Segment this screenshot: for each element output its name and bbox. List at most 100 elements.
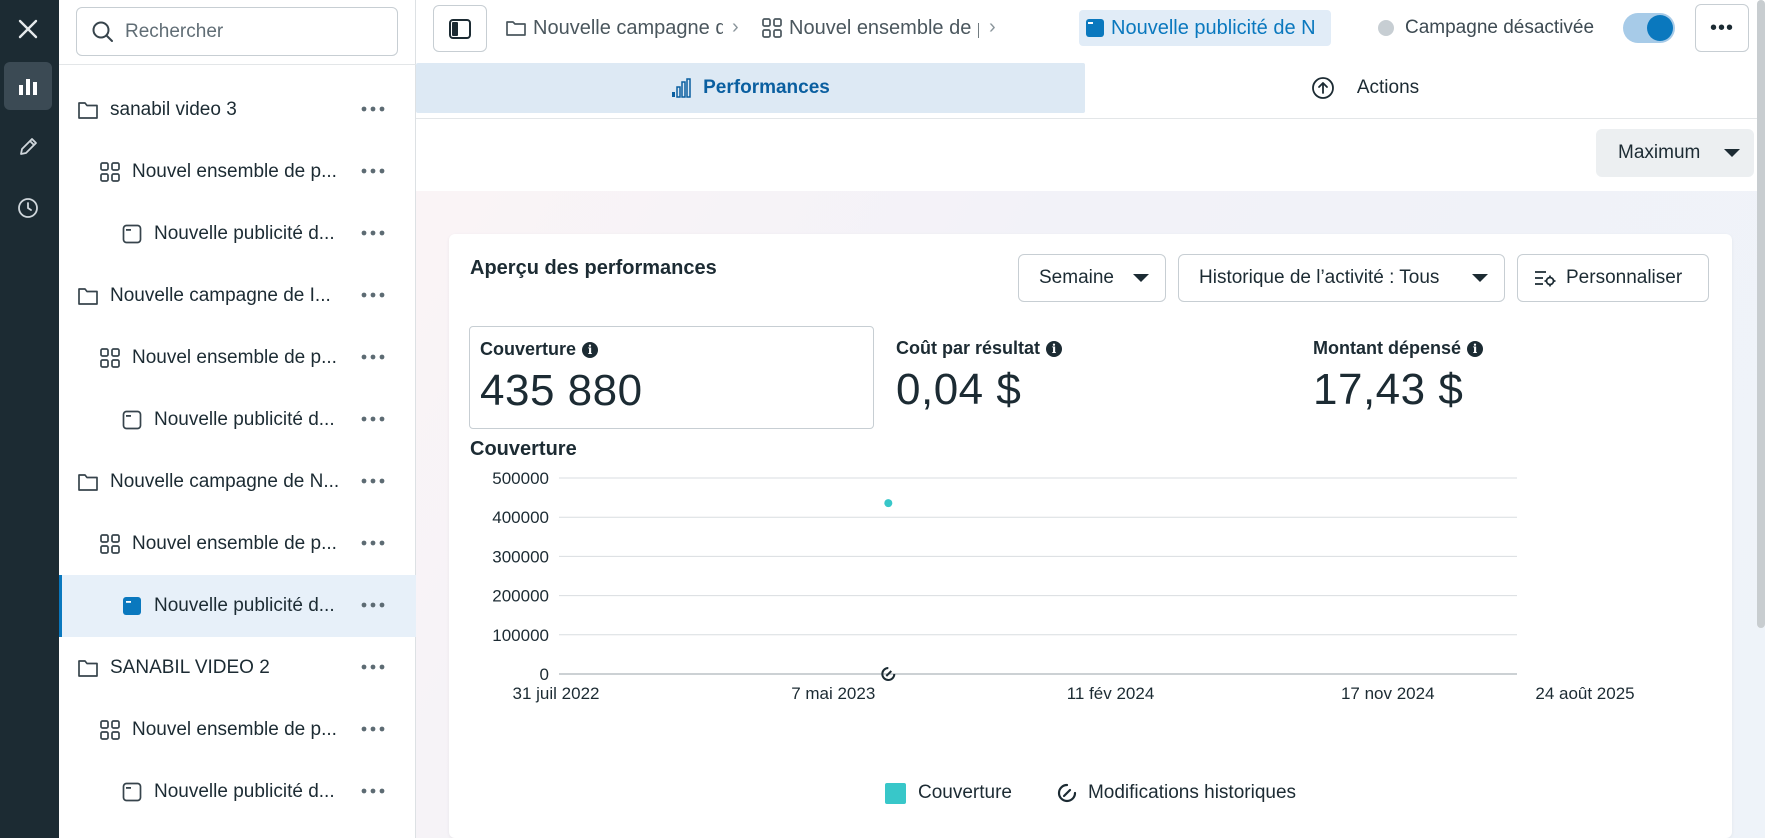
more-options-icon[interactable] [358,531,388,555]
campaign-toggle[interactable] [1623,13,1675,43]
more-options-button[interactable]: ••• [1695,4,1749,52]
metric-reach-value: 435 880 [480,366,643,415]
breadcrumb-ad[interactable]: Nouvelle publicité de N [1079,10,1331,46]
search-input[interactable]: Rechercher [76,7,398,56]
caret-down-icon [1724,149,1740,157]
close-button[interactable] [4,5,52,53]
tree-item-adset[interactable]: Nouvel ensemble de p... [59,699,416,761]
breadcrumb-adset[interactable]: Nouvel ensemble de pu [761,10,979,46]
card-title: Aperçu des performances [470,257,717,279]
more-options-icon[interactable] [358,469,388,493]
legend-item-reach[interactable]: Couverture [884,782,1012,804]
tab-performance-label: Performances [703,77,830,98]
x-tick-label: 17 nov 2024 [1341,684,1435,703]
tree-item-label: Nouvelle publicité d... [154,781,335,802]
legend-label: Couverture [917,782,1012,803]
toggle-panel-button[interactable] [433,5,487,52]
campaign-tree-panel: Rechercher sanabil video 3 Nouvel ensembl… [59,0,416,838]
history-marker [881,667,896,681]
metric-cost-value: 0,04 $ [896,365,1022,414]
data-point [884,499,893,508]
more-options-icon[interactable] [358,159,388,183]
pencil-icon [20,138,37,155]
metric-spent-label: Montant dépensé [1313,338,1462,358]
info-icon[interactable]: i [1046,340,1063,357]
customize-button[interactable]: Personnaliser [1517,254,1709,302]
ad-window-icon [120,780,144,804]
metric-reach[interactable]: Couverture i 435 880 [469,326,874,429]
more-options-icon[interactable] [358,779,388,803]
bar-chart-icon [19,79,37,95]
breadcrumb-campaign[interactable]: Nouvelle campagne de [505,10,723,46]
tree-item-label: SANABIL VIDEO 2 [110,657,270,678]
clock-icon [18,198,38,218]
tree-item-campaign[interactable]: sanabil video 3 [59,79,416,141]
tree-item-campaign[interactable]: Nouvelle campagne de I... [59,265,416,327]
info-icon[interactable]: i [582,341,599,358]
customize-label: Personnaliser [1566,267,1683,288]
tree-item-ad[interactable]: Nouvelle publicité d... [59,203,416,265]
tree-item-campaign[interactable]: Nouvelle campagne de N... [59,451,416,513]
rail-performance-button[interactable] [4,62,52,110]
more-options-icon[interactable] [358,655,388,679]
metric-amount-spent[interactable]: Montant dépensé i 17,43 $ [1303,326,1708,429]
grid-icon [98,532,122,556]
history-marker-icon [1056,782,1078,804]
campaign-status: Campagne désactivée [1405,17,1595,38]
folder-icon [505,18,527,38]
more-options-icon[interactable] [358,283,388,307]
y-tick-label: 300000 [492,547,549,566]
tree-item-ad[interactable]: Nouvelle publicité d... [59,389,416,451]
left-rail [0,0,59,838]
tab-actions[interactable]: Actions [1285,63,1445,113]
grid-icon [761,17,783,39]
breadcrumb-campaign-label: Nouvelle campagne de [533,16,723,39]
tree-item-ad[interactable]: Nouvelle publicité d... [59,761,416,823]
tree-item-ad[interactable]: Nouvelle publicité d... [59,575,416,637]
chart-legend: Couverture Modifications historiques [449,782,1732,804]
close-icon [18,19,38,39]
more-options-icon[interactable] [358,593,388,617]
breadcrumb-adset-label: Nouvel ensemble de pu [789,16,979,39]
more-options-icon[interactable] [358,97,388,121]
info-icon[interactable]: i [1467,340,1484,357]
tree-item-adset[interactable]: Nouvel ensemble de p... [59,327,416,389]
tree-item-adset[interactable]: Nouvel ensemble de p... [59,141,416,203]
folder-icon [76,656,100,680]
ad-window-icon [120,408,144,432]
rail-edit-button[interactable] [4,123,52,171]
top-bar: Nouvelle campagne de › Nouvel ensemble d… [416,0,1765,58]
more-icon: ••• [1709,16,1734,39]
rail-history-button[interactable] [4,184,52,232]
tree-item-label: sanabil video 3 [110,99,237,120]
x-tick-label: 7 mai 2023 [791,684,875,703]
y-tick-label: 500000 [492,469,549,488]
customize-settings-icon [1534,268,1556,288]
main-content: Maximum Aperçu des performances Semaine … [416,119,1765,838]
more-options-icon[interactable] [358,345,388,369]
tree-item-label: Nouvelle publicité d... [154,223,335,244]
tree-item-campaign[interactable]: SANABIL VIDEO 2 [59,637,416,699]
toggle-knob [1647,15,1673,41]
more-options-icon[interactable] [358,407,388,431]
y-tick-label: 0 [540,665,549,684]
legend-item-history[interactable]: Modifications historiques [1056,782,1296,804]
period-label: Semaine [1039,267,1114,288]
x-tick-label: 31 juil 2022 [513,684,600,703]
folder-icon [76,470,100,494]
tree-item-adset[interactable]: Nouvel ensemble de p... [59,513,416,575]
history-filter-dropdown[interactable]: Historique de l’activité : Tous [1178,254,1505,302]
more-options-icon[interactable] [358,717,388,741]
tree-item-label: Nouvelle publicité d... [154,409,335,430]
metric-cost-per-result[interactable]: Coût par résultat i 0,04 $ [886,326,1291,429]
ad-window-icon [120,594,144,618]
metric-reach-label: Couverture [480,339,577,359]
tab-performance[interactable]: Performances [416,63,1085,113]
period-dropdown[interactable]: Semaine [1018,254,1166,302]
sidebar-toggle-icon [449,18,471,39]
scrollbar[interactable] [1757,0,1765,628]
date-range-dropdown[interactable]: Maximum [1596,129,1754,177]
divider [59,64,416,65]
chevron-right-icon: › [989,16,996,38]
more-options-icon[interactable] [358,221,388,245]
